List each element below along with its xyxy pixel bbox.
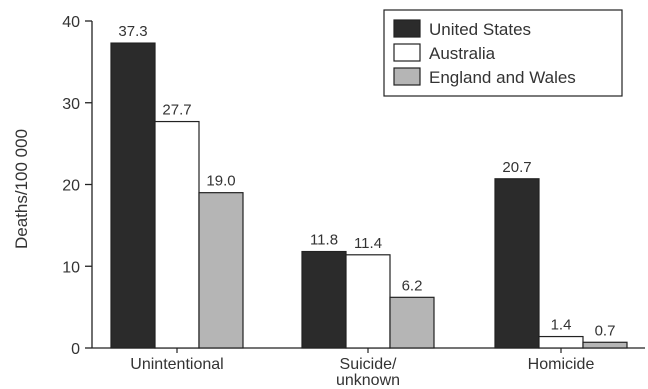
data-label: 11.4 [354,235,382,252]
y-tick-label: 10 [62,259,80,276]
bar-united-states [494,178,540,349]
y-tick-label: 0 [71,341,80,358]
legend-swatch [393,43,421,62]
data-label: 27.7 [162,102,191,119]
legend-label: United States [429,20,531,39]
plot-area: 0 10 20 30 40 37.3 11.8 20.7 27.7 11.4 1.4 19.0 6.2 0… [62,9,645,389]
legend-swatch [393,67,421,86]
y-axis-label: Deaths/100 000 [12,129,31,249]
data-label: 1.4 [551,317,572,334]
x-category-label: Homicide [528,356,595,373]
bar-united-states [110,42,156,349]
bar-england-and-wales [389,296,435,349]
bar-australia [345,254,391,349]
data-label: 11.8 [310,232,338,249]
bar-england-and-wales [582,341,628,349]
data-label: 20.7 [502,159,531,176]
bar-australia [154,120,200,349]
x-category-label: Unintentional [130,356,223,373]
x-category-label: Suicide/unknown [336,356,400,389]
data-label: 37.3 [118,23,147,40]
legend-box [383,9,623,97]
y-tick-label: 30 [62,96,80,113]
y-tick-label: 40 [62,14,80,31]
y-tick-label: 20 [62,178,80,195]
data-label: 0.7 [595,322,616,339]
legend-label: England and Wales [429,68,576,87]
bar-united-states [301,250,347,349]
legend-swatch [393,19,421,38]
bar-england-and-wales [198,192,244,349]
data-label: 6.2 [402,277,423,294]
legend-label: Australia [429,44,496,63]
data-label: 19.0 [206,173,235,190]
bar-australia [538,335,584,349]
